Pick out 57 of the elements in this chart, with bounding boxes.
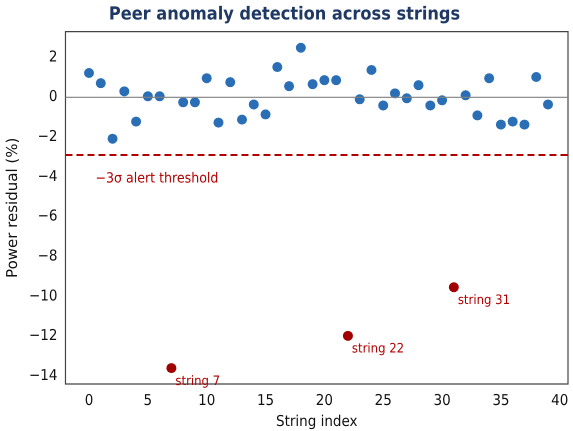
point (296, 42, 306, 53)
point (96, 78, 106, 88)
chart-title: Peer anomaly detection across strings (108, 3, 460, 24)
point (542, 99, 553, 110)
y-tick-label: 0 (48, 87, 58, 106)
annotation: string 31 (458, 293, 510, 308)
point (108, 134, 118, 144)
point (119, 86, 130, 96)
x-tick-label: 20 (316, 390, 333, 409)
point (272, 62, 282, 72)
x-tick-label: 30 (433, 390, 451, 409)
x-tick-label: 10 (198, 390, 216, 409)
point (308, 79, 318, 90)
x-tick-label: 40 (551, 390, 568, 409)
y-axis-title: Power residual (%) (2, 138, 21, 278)
y-tick-label: −4 (38, 166, 58, 185)
point (202, 73, 212, 84)
point (131, 116, 142, 127)
point (378, 100, 388, 110)
point (414, 80, 424, 90)
ref-line-label: −3σ alert threshold (95, 170, 218, 187)
point (508, 116, 518, 127)
point (496, 120, 506, 130)
point (319, 75, 330, 86)
point (260, 109, 271, 120)
point (342, 330, 353, 341)
point (84, 68, 94, 78)
y-tick-label: −10 (28, 286, 58, 304)
x-tick-label: 25 (374, 390, 392, 409)
annotation: string 22 (352, 342, 404, 357)
x-tick-label: 35 (492, 390, 510, 409)
x-axis-title: String index (276, 412, 358, 430)
point (531, 72, 542, 82)
point (237, 114, 248, 125)
point (366, 65, 376, 76)
point (472, 110, 482, 120)
y-tick-label: −12 (28, 326, 58, 344)
point (519, 120, 530, 130)
y-tick-label: −8 (38, 246, 58, 264)
y-tick-label: −6 (38, 206, 58, 225)
point (225, 77, 236, 88)
y-tick-label: −2 (38, 127, 58, 146)
point (448, 282, 459, 292)
y-tick-label: −14 (28, 366, 58, 384)
point (331, 75, 342, 86)
point (178, 97, 188, 108)
x-tick-label: 5 (144, 390, 152, 409)
point (213, 118, 224, 128)
point (425, 100, 436, 110)
point (166, 363, 176, 374)
x-tick-label: 15 (256, 390, 274, 409)
point (248, 99, 259, 110)
point (190, 97, 200, 108)
point (284, 81, 294, 92)
y-tick-label: 2 (48, 47, 58, 66)
x-tick-label: 0 (84, 390, 94, 409)
point (484, 73, 494, 84)
